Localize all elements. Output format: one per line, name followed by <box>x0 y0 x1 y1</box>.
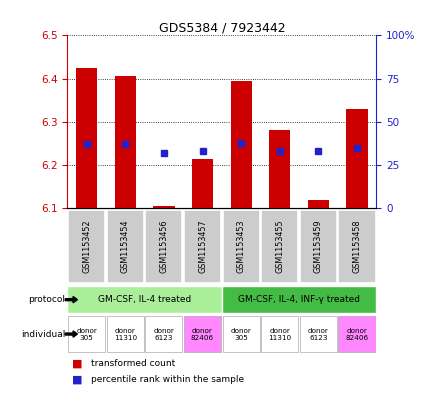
Bar <box>153 206 174 208</box>
Bar <box>107 316 144 352</box>
Bar <box>222 316 259 352</box>
Text: GSM1153459: GSM1153459 <box>313 220 322 274</box>
Bar <box>191 159 213 208</box>
Bar <box>338 210 375 283</box>
Text: GSM1153453: GSM1153453 <box>236 220 245 274</box>
Text: protocol: protocol <box>28 295 65 304</box>
Bar <box>230 81 251 208</box>
Bar <box>338 316 375 352</box>
Text: GSM1153458: GSM1153458 <box>352 220 361 274</box>
Bar <box>299 210 336 283</box>
Text: transformed count: transformed count <box>91 359 175 368</box>
Bar <box>68 316 105 352</box>
Bar <box>222 210 259 283</box>
Bar <box>68 210 105 283</box>
Text: individual: individual <box>21 330 65 338</box>
Title: GDS5384 / 7923442: GDS5384 / 7923442 <box>158 21 285 34</box>
Bar <box>115 77 136 208</box>
Bar <box>145 316 182 352</box>
Text: ■: ■ <box>72 374 82 384</box>
Bar <box>221 286 375 313</box>
Text: donor
82406: donor 82406 <box>345 327 368 341</box>
Bar <box>345 109 367 208</box>
Text: donor
11310: donor 11310 <box>114 327 137 341</box>
Text: GSM1153457: GSM1153457 <box>197 220 207 274</box>
Bar <box>107 210 144 283</box>
Bar <box>299 316 336 352</box>
Text: donor
11310: donor 11310 <box>268 327 291 341</box>
Bar <box>261 210 298 283</box>
Text: GSM1153452: GSM1153452 <box>82 220 91 274</box>
Bar <box>76 68 97 208</box>
Bar <box>184 316 220 352</box>
Text: donor
305: donor 305 <box>76 327 97 341</box>
Bar <box>269 130 290 208</box>
Text: donor
305: donor 305 <box>230 327 251 341</box>
Text: GSM1153455: GSM1153455 <box>275 220 283 274</box>
Text: GSM1153456: GSM1153456 <box>159 220 168 274</box>
Text: GM-CSF, IL-4 treated: GM-CSF, IL-4 treated <box>98 295 191 304</box>
Text: donor
6123: donor 6123 <box>307 327 328 341</box>
Bar <box>184 210 220 283</box>
Text: GSM1153454: GSM1153454 <box>121 220 129 274</box>
Text: donor
6123: donor 6123 <box>153 327 174 341</box>
Text: GM-CSF, IL-4, INF-γ treated: GM-CSF, IL-4, INF-γ treated <box>237 295 359 304</box>
Bar <box>67 286 221 313</box>
Text: ■: ■ <box>72 358 82 369</box>
Bar <box>307 200 328 208</box>
Bar <box>145 210 182 283</box>
Text: percentile rank within the sample: percentile rank within the sample <box>91 375 244 384</box>
Text: donor
82406: donor 82406 <box>191 327 214 341</box>
Bar <box>261 316 298 352</box>
